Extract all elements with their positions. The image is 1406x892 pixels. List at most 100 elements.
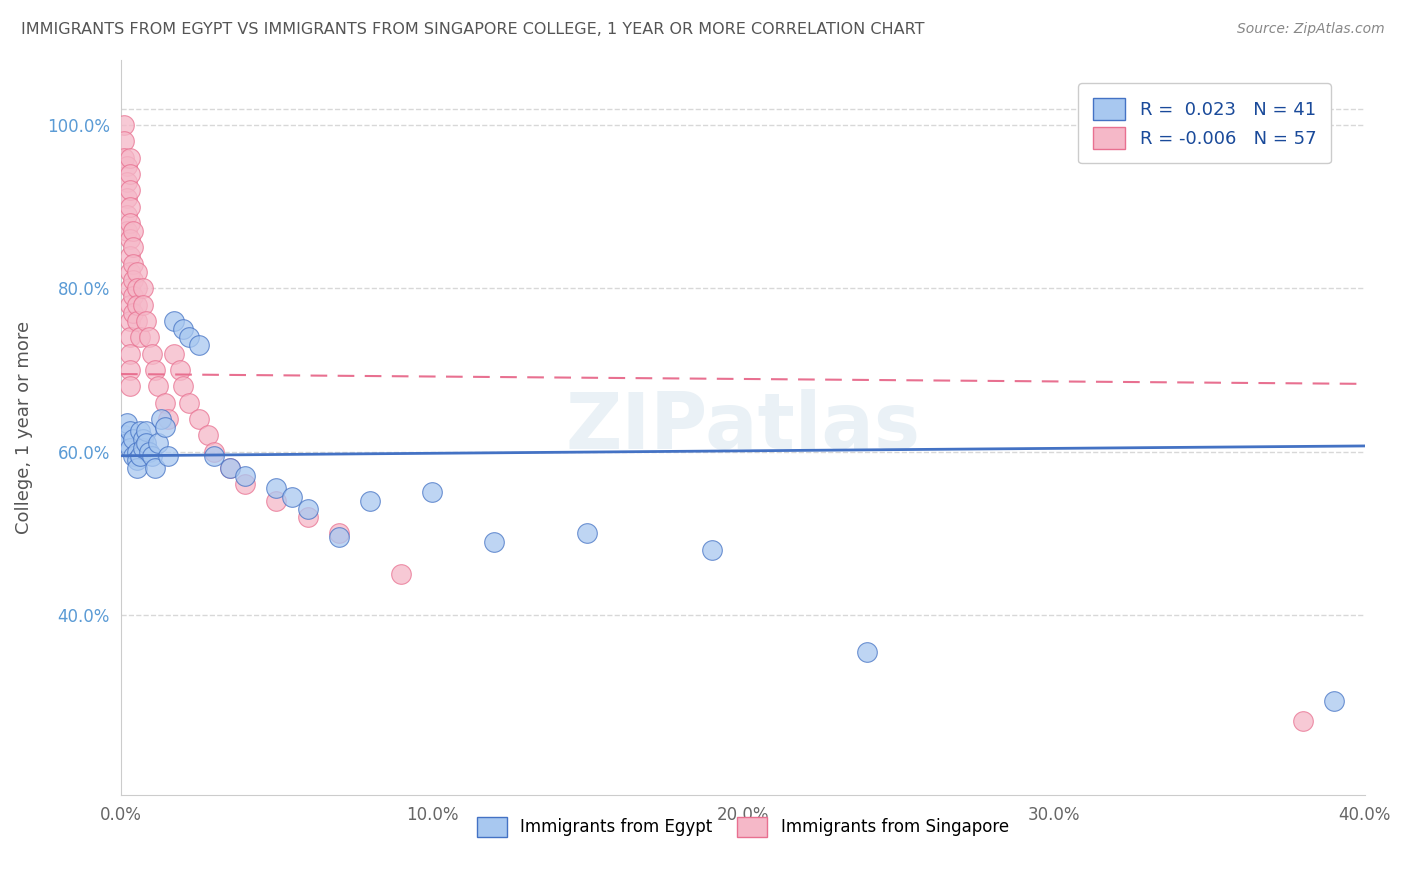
Point xyxy=(120,346,142,360)
Point xyxy=(122,289,145,303)
Point xyxy=(1323,694,1346,708)
Point xyxy=(148,379,170,393)
Point xyxy=(138,330,160,344)
Point xyxy=(125,281,148,295)
Point xyxy=(125,452,148,467)
Point xyxy=(120,424,142,438)
Point xyxy=(328,526,350,541)
Point xyxy=(112,428,135,442)
Point xyxy=(120,167,142,181)
Text: Source: ZipAtlas.com: Source: ZipAtlas.com xyxy=(1237,22,1385,37)
Point xyxy=(169,363,191,377)
Point xyxy=(115,208,138,222)
Point xyxy=(132,298,155,312)
Point xyxy=(235,469,257,483)
Point xyxy=(120,281,142,295)
Text: IMMIGRANTS FROM EGYPT VS IMMIGRANTS FROM SINGAPORE COLLEGE, 1 YEAR OR MORE CORRE: IMMIGRANTS FROM EGYPT VS IMMIGRANTS FROM… xyxy=(21,22,925,37)
Point xyxy=(218,461,240,475)
Point xyxy=(120,232,142,246)
Point xyxy=(141,449,163,463)
Point xyxy=(148,436,170,450)
Point xyxy=(856,645,879,659)
Point xyxy=(125,461,148,475)
Point xyxy=(128,449,150,463)
Point xyxy=(389,567,412,582)
Point xyxy=(420,485,443,500)
Point xyxy=(187,412,209,426)
Point xyxy=(132,281,155,295)
Point xyxy=(120,265,142,279)
Point xyxy=(143,461,166,475)
Point xyxy=(235,477,257,491)
Point xyxy=(120,379,142,393)
Point xyxy=(122,224,145,238)
Point xyxy=(266,493,288,508)
Point xyxy=(482,534,505,549)
Point xyxy=(179,330,201,344)
Point xyxy=(141,346,163,360)
Point xyxy=(115,224,138,238)
Text: ZIPatlas: ZIPatlas xyxy=(565,389,921,465)
Point xyxy=(153,420,176,434)
Point xyxy=(120,200,142,214)
Point xyxy=(172,379,194,393)
Point xyxy=(297,501,319,516)
Point xyxy=(122,240,145,254)
Point xyxy=(122,306,145,320)
Point xyxy=(125,265,148,279)
Point xyxy=(163,346,186,360)
Point xyxy=(163,314,186,328)
Point xyxy=(115,175,138,189)
Point xyxy=(125,444,148,458)
Point xyxy=(135,436,157,450)
Point xyxy=(125,298,148,312)
Point xyxy=(153,395,176,409)
Point xyxy=(115,416,138,430)
Point xyxy=(120,298,142,312)
Point xyxy=(150,412,173,426)
Point xyxy=(297,510,319,524)
Point xyxy=(115,159,138,173)
Point xyxy=(120,314,142,328)
Point xyxy=(120,183,142,197)
Point xyxy=(122,449,145,463)
Point xyxy=(132,441,155,455)
Point xyxy=(135,314,157,328)
Point xyxy=(120,249,142,263)
Point xyxy=(132,433,155,447)
Point xyxy=(156,412,179,426)
Point xyxy=(135,424,157,438)
Point xyxy=(120,363,142,377)
Point xyxy=(218,461,240,475)
Point xyxy=(125,314,148,328)
Point xyxy=(122,433,145,447)
Point xyxy=(112,151,135,165)
Point xyxy=(112,118,135,132)
Point xyxy=(143,363,166,377)
Point xyxy=(1291,714,1313,729)
Point xyxy=(700,542,723,557)
Point xyxy=(197,428,219,442)
Point xyxy=(120,330,142,344)
Point xyxy=(122,257,145,271)
Point xyxy=(128,424,150,438)
Point xyxy=(115,191,138,205)
Point xyxy=(115,436,138,450)
Point xyxy=(281,490,304,504)
Point xyxy=(138,444,160,458)
Point xyxy=(202,444,225,458)
Point xyxy=(156,449,179,463)
Point xyxy=(120,441,142,455)
Y-axis label: College, 1 year or more: College, 1 year or more xyxy=(15,320,32,533)
Point xyxy=(266,482,288,496)
Point xyxy=(120,151,142,165)
Point xyxy=(122,273,145,287)
Point xyxy=(359,493,381,508)
Legend: Immigrants from Egypt, Immigrants from Singapore: Immigrants from Egypt, Immigrants from S… xyxy=(468,808,1018,846)
Point xyxy=(179,395,201,409)
Point xyxy=(328,530,350,544)
Point xyxy=(112,134,135,148)
Point xyxy=(187,338,209,352)
Point xyxy=(202,449,225,463)
Point xyxy=(120,216,142,230)
